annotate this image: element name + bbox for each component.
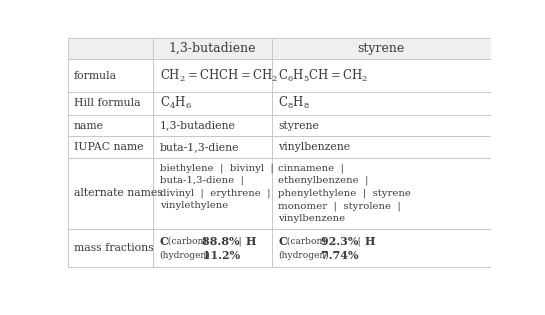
Bar — [272, 229, 490, 267]
Text: 7.74%: 7.74% — [318, 250, 359, 261]
Bar — [153, 92, 272, 115]
Text: 1,3-butadiene: 1,3-butadiene — [160, 121, 235, 131]
Bar — [153, 136, 272, 158]
Bar — [68, 229, 153, 267]
Text: styrene: styrene — [358, 42, 405, 55]
Text: formula: formula — [74, 71, 117, 81]
Text: 88.8%: 88.8% — [198, 236, 240, 247]
Text: name: name — [74, 121, 104, 131]
Bar — [272, 136, 490, 158]
Text: $\mathregular{CH_2{=}CHCH{=}CH_2}$: $\mathregular{CH_2{=}CHCH{=}CH_2}$ — [160, 67, 277, 83]
Text: buta-1,3-diene: buta-1,3-diene — [160, 142, 239, 152]
Bar — [68, 92, 153, 115]
Bar — [153, 115, 272, 136]
Bar — [153, 59, 272, 92]
Text: mass fractions: mass fractions — [74, 243, 153, 253]
Text: (hydrogen): (hydrogen) — [278, 251, 329, 260]
Text: cinnamene  |
ethenylbenzene  |
phenylethylene  |  styrene
monomer  |  styrolene : cinnamene | ethenylbenzene | phenylethyl… — [278, 163, 411, 223]
Text: $\mathregular{C_8H_8}$: $\mathregular{C_8H_8}$ — [278, 95, 310, 111]
Bar — [68, 115, 153, 136]
Text: vinylbenzene: vinylbenzene — [278, 142, 350, 152]
Text: 92.3%: 92.3% — [317, 236, 358, 247]
Text: styrene: styrene — [278, 121, 319, 131]
Bar — [68, 38, 153, 59]
Text: (carbon): (carbon) — [166, 237, 207, 246]
Text: $\mathregular{C_4H_6}$: $\mathregular{C_4H_6}$ — [160, 95, 191, 111]
Bar — [272, 92, 490, 115]
Bar — [153, 38, 272, 59]
Text: |: | — [231, 236, 251, 246]
Text: |: | — [349, 236, 369, 246]
Bar — [153, 229, 272, 267]
Text: biethylene  |  bivinyl  |
buta-1,3-diene  |
divinyl  |  erythrene  |
vinylethyle: biethylene | bivinyl | buta-1,3-diene | … — [160, 163, 274, 210]
Text: (carbon): (carbon) — [285, 237, 326, 246]
Text: (hydrogen): (hydrogen) — [160, 251, 210, 260]
Bar — [68, 136, 153, 158]
Text: IUPAC name: IUPAC name — [74, 142, 143, 152]
Bar — [272, 115, 490, 136]
Text: $\mathregular{C_6H_5CH{=}CH_2}$: $\mathregular{C_6H_5CH{=}CH_2}$ — [278, 67, 368, 83]
Text: C: C — [160, 236, 168, 247]
Text: H: H — [246, 236, 256, 247]
Bar — [272, 59, 490, 92]
Text: Hill formula: Hill formula — [74, 98, 140, 108]
Bar — [272, 38, 490, 59]
Bar — [68, 158, 153, 229]
Text: C: C — [278, 236, 287, 247]
Text: H: H — [365, 236, 375, 247]
Text: 11.2%: 11.2% — [199, 250, 240, 261]
Bar — [153, 158, 272, 229]
Bar — [272, 158, 490, 229]
Text: alternate names: alternate names — [74, 188, 162, 198]
Text: 1,3-butadiene: 1,3-butadiene — [169, 42, 256, 55]
Bar — [68, 59, 153, 92]
